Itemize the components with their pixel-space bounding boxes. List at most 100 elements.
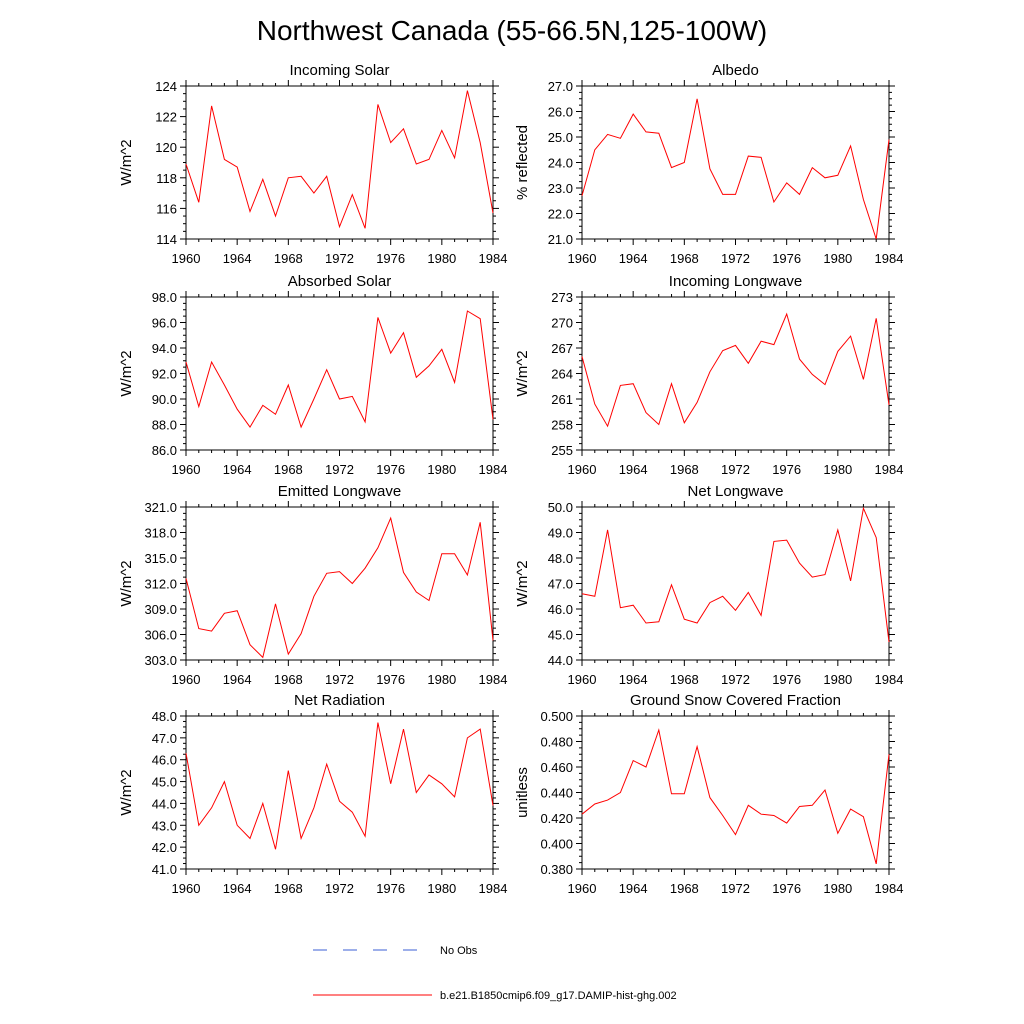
panel-title: Net Radiation bbox=[294, 692, 385, 709]
x-tick-label: 1976 bbox=[376, 462, 405, 477]
y-tick-label: 96.0 bbox=[152, 316, 177, 331]
x-tick-label: 1960 bbox=[172, 672, 201, 687]
panel-title: Ground Snow Covered Fraction bbox=[630, 692, 841, 709]
x-tick-label: 1976 bbox=[772, 462, 801, 477]
y-tick-label: 312.0 bbox=[144, 577, 177, 592]
y-tick-label: 116 bbox=[156, 201, 177, 216]
panel-net-longwave: Net Longwave 44.0 45.0 46.0 47.0 48.0 49.0 50.0… bbox=[514, 483, 903, 687]
x-tick-label: 1964 bbox=[223, 462, 252, 477]
panel-emitted-longwave: Emitted Longwave 303.0 306.0 309.0 312.0 315.… bbox=[118, 483, 507, 687]
panel-title: Incoming Solar bbox=[289, 62, 389, 79]
y-axis-label: W/m^2 bbox=[118, 350, 135, 396]
x-tick-label: 1984 bbox=[875, 881, 904, 896]
x-tick-label: 1976 bbox=[772, 881, 801, 896]
y-tick-label: 27.0 bbox=[548, 79, 573, 94]
y-tick-label: 124 bbox=[155, 79, 177, 94]
x-tick-label: 1976 bbox=[772, 672, 801, 687]
plot-frame bbox=[185, 296, 494, 451]
x-tick-label: 1976 bbox=[376, 672, 405, 687]
y-tick-label: 270 bbox=[551, 316, 573, 331]
x-tick-label: 1984 bbox=[479, 462, 508, 477]
y-tick-label: 47.0 bbox=[152, 731, 177, 746]
x-tick-label: 1964 bbox=[223, 672, 252, 687]
x-tick-label: 1960 bbox=[568, 672, 597, 687]
panel-title: Net Longwave bbox=[688, 483, 784, 500]
x-tick-label: 1980 bbox=[427, 462, 456, 477]
y-axis-label: unitless bbox=[514, 767, 531, 818]
y-tick-label: 43.0 bbox=[152, 818, 177, 833]
x-tick-label: 1960 bbox=[172, 251, 201, 266]
y-tick-label: 86.0 bbox=[152, 443, 177, 458]
x-tick-label: 1972 bbox=[325, 251, 354, 266]
x-tick-label: 1960 bbox=[172, 462, 201, 477]
x-tick-label: 1984 bbox=[479, 251, 508, 266]
x-tick-label: 1972 bbox=[721, 462, 750, 477]
y-tick-label: 26.0 bbox=[548, 105, 573, 120]
y-tick-label: 118 bbox=[156, 171, 177, 186]
x-tick-label: 1968 bbox=[274, 672, 303, 687]
x-tick-label: 1972 bbox=[325, 672, 354, 687]
panel-net-radiation: Net Radiation 41.0 42.0 43.0 44.0 45.0 46.0 47.… bbox=[118, 692, 507, 896]
x-tick-label: 1964 bbox=[223, 251, 252, 266]
legend-label-no-obs: No Obs bbox=[440, 945, 478, 957]
legend-label-model: b.e21.B1850cmip6.f09_g17.DAMIP-hist-ghg.… bbox=[440, 990, 677, 1002]
panel-grid: Incoming Solar 114 116 118 120 122 124 1960 1964… bbox=[118, 62, 903, 896]
panel-title: Absorbed Solar bbox=[288, 273, 391, 290]
series-line-albedo bbox=[581, 98, 890, 240]
y-tick-label: 273 bbox=[551, 290, 573, 305]
x-tick-label: 1980 bbox=[823, 251, 852, 266]
plot-frame bbox=[185, 715, 494, 870]
plot-frame bbox=[185, 506, 494, 661]
y-axis-label: W/m^2 bbox=[514, 350, 531, 396]
series-line-net-longwave bbox=[581, 506, 890, 643]
y-tick-label: 47.0 bbox=[548, 577, 573, 592]
series-line-absorbed-solar bbox=[185, 310, 494, 429]
x-tick-label: 1984 bbox=[479, 672, 508, 687]
y-axis-label: W/m^2 bbox=[118, 560, 135, 606]
panel-title: Albedo bbox=[712, 62, 759, 79]
y-tick-label: 42.0 bbox=[152, 840, 177, 855]
y-tick-label: 92.0 bbox=[152, 367, 177, 382]
x-tick-label: 1984 bbox=[479, 881, 508, 896]
x-tick-label: 1968 bbox=[670, 672, 699, 687]
series-line-incoming-longwave bbox=[581, 312, 890, 428]
plot-frame bbox=[581, 296, 890, 451]
x-tick-label: 1968 bbox=[274, 462, 303, 477]
panel-ground-snow-covered-fraction: Ground Snow Covered Fraction 0.380 0.400 0.… bbox=[514, 692, 903, 896]
x-tick-label: 1976 bbox=[772, 251, 801, 266]
x-tick-label: 1972 bbox=[325, 881, 354, 896]
y-tick-label: 44.0 bbox=[548, 653, 573, 668]
plot-frame bbox=[185, 85, 494, 240]
panel-absorbed-solar: Absorbed Solar 86.0 88.0 90.0 92.0 94.0 96.0 98… bbox=[118, 273, 507, 477]
y-tick-label: 88.0 bbox=[152, 418, 177, 433]
y-tick-label: 122 bbox=[155, 110, 177, 125]
panel-title: Emitted Longwave bbox=[278, 483, 401, 500]
x-tick-label: 1964 bbox=[223, 881, 252, 896]
x-tick-label: 1972 bbox=[721, 251, 750, 266]
panel-albedo: Albedo 21.0 22.0 23.0 24.0 25.0 26.0 27.0 1960 19… bbox=[514, 62, 903, 266]
y-tick-label: 21.0 bbox=[548, 232, 573, 247]
y-tick-label: 0.500 bbox=[540, 709, 573, 724]
y-tick-label: 24.0 bbox=[548, 156, 573, 171]
y-tick-label: 45.0 bbox=[152, 775, 177, 790]
y-tick-label: 44.0 bbox=[152, 796, 177, 811]
x-tick-label: 1960 bbox=[172, 881, 201, 896]
y-tick-label: 50.0 bbox=[548, 500, 573, 515]
series-line-incoming-solar bbox=[185, 90, 494, 229]
x-tick-label: 1964 bbox=[619, 881, 648, 896]
series-line-ground-snow-covered-fraction bbox=[581, 728, 890, 865]
y-tick-label: 0.420 bbox=[540, 811, 573, 826]
y-tick-label: 267 bbox=[551, 341, 573, 356]
x-tick-label: 1964 bbox=[619, 251, 648, 266]
y-tick-label: 22.0 bbox=[548, 207, 573, 222]
series-line-emitted-longwave bbox=[185, 516, 494, 659]
x-tick-label: 1960 bbox=[568, 881, 597, 896]
x-tick-label: 1960 bbox=[568, 251, 597, 266]
y-tick-label: 114 bbox=[156, 232, 177, 247]
y-tick-label: 46.0 bbox=[152, 753, 177, 768]
y-tick-label: 0.480 bbox=[540, 735, 573, 750]
y-tick-label: 315.0 bbox=[144, 551, 177, 566]
y-tick-label: 261 bbox=[551, 392, 573, 407]
x-tick-label: 1968 bbox=[670, 462, 699, 477]
panel-incoming-solar: Incoming Solar 114 116 118 120 122 124 1960 1964… bbox=[118, 62, 507, 266]
